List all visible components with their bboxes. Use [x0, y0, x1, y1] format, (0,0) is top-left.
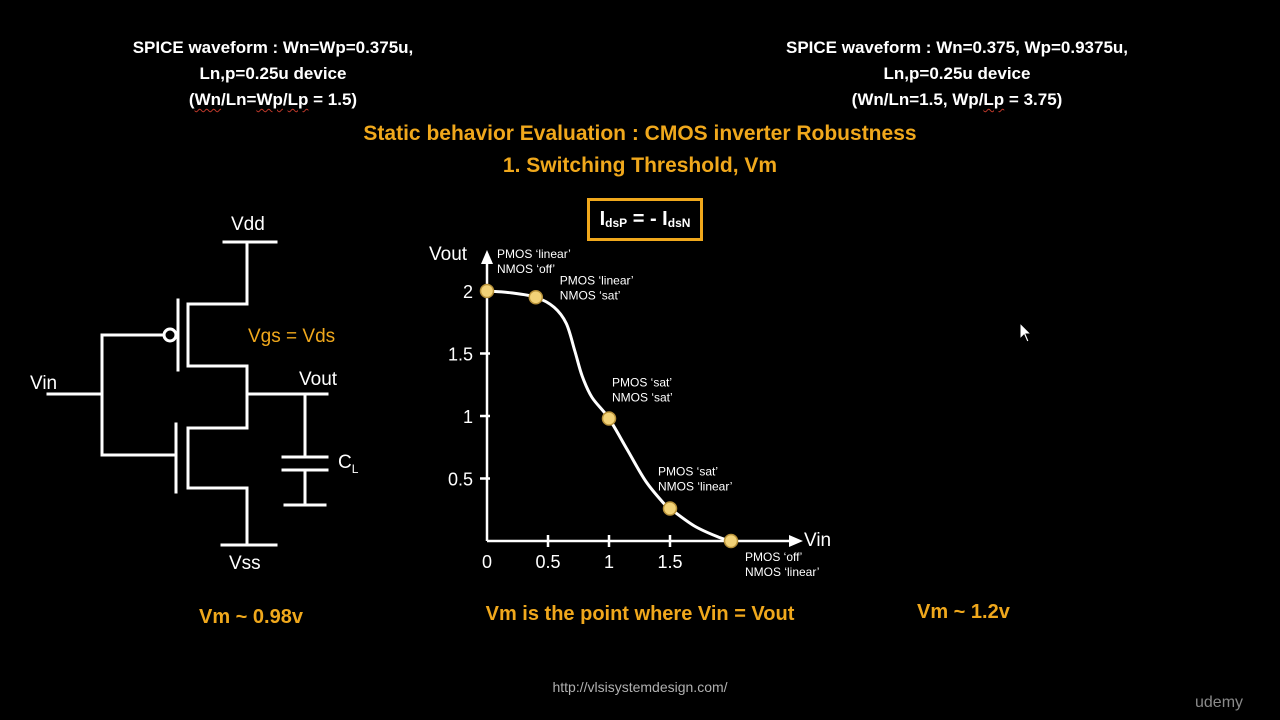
- vout-label: Vout: [299, 369, 338, 390]
- point-region-label: NMOS ‘off’: [497, 262, 555, 276]
- right-caption-line2: Ln,p=0.25u device: [883, 64, 1031, 83]
- source-url: http://vlsisystemdesign.com/: [552, 679, 728, 695]
- x-tick-label: 1: [604, 552, 614, 572]
- point-region-label: NMOS ‘sat’: [560, 288, 621, 302]
- pmos-gate-bubble: [162, 327, 178, 343]
- operating-points: PMOS ‘linear’NMOS ‘off’PMOS ‘linear’NMOS…: [479, 247, 819, 579]
- point-region-label: PMOS ‘linear’: [560, 273, 634, 287]
- left-caption-line1: SPICE waveform : Wn=Wp=0.375u,: [132, 38, 414, 57]
- y-axis-label: Vout: [429, 244, 468, 265]
- vdd-label: Vdd: [231, 214, 265, 235]
- x-tick-label: 0.5: [535, 552, 560, 572]
- y-tick-label: 1: [463, 407, 473, 427]
- point-region-label: PMOS ‘off’: [745, 550, 802, 564]
- point-region-label: NMOS ‘linear’: [745, 565, 819, 579]
- point-region-label: PMOS ‘sat’: [658, 465, 718, 479]
- operating-point: [601, 411, 617, 426]
- point-region-label: PMOS ‘linear’: [497, 247, 571, 261]
- right-caption-line1: SPICE waveform : Wn=0.375, Wp=0.9375u,: [785, 38, 1129, 57]
- vm-right-value: Vm ~ 1.2v: [917, 601, 1010, 623]
- operating-point: [479, 283, 495, 299]
- brand-watermark: udemy: [1195, 694, 1244, 711]
- right-caption-line3: (Wn/Ln=1.5, Wp/Lp = 3.75): [851, 90, 1063, 109]
- x-tick-label: 0: [482, 552, 492, 572]
- x-axis-arrow: [789, 535, 803, 547]
- title-line1: Static behavior Evaluation : CMOS invert…: [363, 122, 917, 145]
- y-tick-label: 0.5: [448, 470, 473, 490]
- y-axis-arrow: [481, 250, 493, 264]
- title-line2: 1. Switching Threshold, Vm: [502, 154, 778, 177]
- vm-left-value: Vm ~ 0.98v: [199, 606, 303, 628]
- operating-point: [723, 533, 739, 549]
- y-tick-label: 1.5: [448, 345, 473, 365]
- operating-point: [662, 501, 678, 516]
- vss-label: Vss: [229, 553, 261, 574]
- left-caption-line2: Ln,p=0.25u device: [199, 64, 347, 83]
- vm-definition: Vm is the point where Vin = Vout: [485, 603, 795, 625]
- point-region-label: NMOS ‘linear’: [658, 480, 732, 494]
- vtc-curve: [486, 289, 732, 543]
- vtc-chart: 0 0.5 1 1.50.511.52 PMOS ‘linear’NMOS ‘off’…: [429, 244, 831, 579]
- mouse-cursor-icon: [1019, 322, 1033, 343]
- left-spice-caption: SPICE waveform : Wn=Wp=0.375u, Ln,p=0.25…: [73, 35, 473, 113]
- point-region-label: NMOS ‘sat’: [612, 391, 673, 405]
- cap-label: CL: [338, 452, 359, 476]
- vgs-vds-annotation: Vgs = Vds: [248, 326, 335, 347]
- vin-label: Vin: [30, 373, 57, 394]
- operating-point: [528, 290, 544, 305]
- tick-layer: 0 0.5 1 1.5 0.5 1 1.5 2: [448, 282, 683, 572]
- x-axis-label: Vin: [804, 530, 831, 551]
- right-spice-caption: SPICE waveform : Wn=0.375, Wp=0.9375u, L…: [727, 35, 1187, 113]
- cmos-inverter-schematic: Vdd Vss Vin Vout CL Vgs = Vds: [30, 214, 359, 574]
- slide-title: Static behavior Evaluation : CMOS invert…: [0, 118, 1280, 182]
- y-tick-label: 2: [463, 282, 473, 302]
- x-tick-label: 1.5: [657, 552, 682, 572]
- point-region-label: PMOS ‘sat’: [612, 376, 672, 390]
- left-caption-line3: (Wn/Ln=Wp/Lp = 1.5): [188, 90, 358, 109]
